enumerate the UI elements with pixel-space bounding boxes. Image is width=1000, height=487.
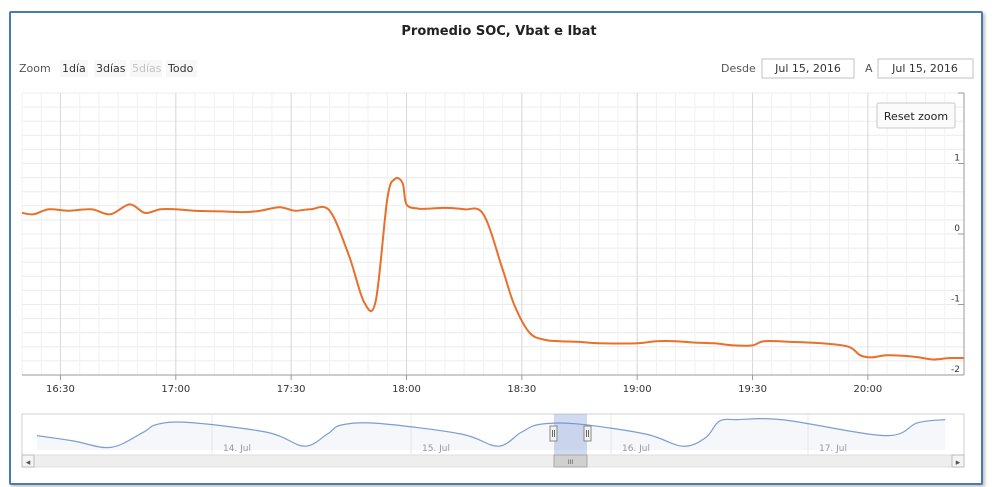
zoom-button-5dias: 5días [130,60,162,77]
zoom-button-1dia[interactable]: 1día [60,60,88,77]
y-tick-label: 0 [954,224,960,234]
chart-svg: Promedio SOC, Vbat e Ibat Zoom 1día 3día… [19,24,974,468]
zoom-button-3dias[interactable]: 3días [94,60,126,77]
x-tick-label: 18:30 [507,384,536,395]
scrollbar-track[interactable] [21,454,965,468]
x-axis: 16:30 17:00 17:30 18:00 18:30 19:00 19:30 20:00 [22,374,964,395]
to-date-input[interactable]: Jul 15, 2016 [877,58,974,79]
scrollbar[interactable]: ◂ III ▸ [21,454,965,468]
from-date-input[interactable]: Jul 15, 2016 [761,58,855,79]
from-label: Desde [721,62,756,75]
zoom-button-todo[interactable]: Todo [166,60,197,77]
navigator-label: 14. Jul [223,444,251,454]
chart-frame: Promedio SOC, Vbat e Ibat Zoom 1día 3día… [9,11,983,485]
x-tick-label: 19:00 [623,384,652,395]
series-group [21,176,965,361]
svg-text:3días: 3días [96,62,126,75]
series-line-0 [21,176,965,361]
navigator-background [21,413,965,456]
minor-grid [21,92,965,376]
scrollbar-thumb[interactable]: III [553,454,588,468]
x-tick-label: 17:30 [277,384,306,395]
svg-text:Jul 15, 2016: Jul 15, 2016 [774,62,841,75]
y-tick-label: -1 [951,295,960,305]
navigator-selected-range[interactable] [554,414,587,455]
x-tick-label: 17:00 [161,384,190,395]
major-grid [59,93,869,375]
svg-text:◂: ◂ [26,458,31,468]
scrollbar-left-button[interactable]: ◂ [21,454,35,468]
navigator-label: 15. Jul [422,444,450,454]
navigator: 14. Jul 15. Jul 16. Jul 17. Jul [21,413,965,456]
x-tick-label: 20:00 [853,384,882,395]
svg-text:5días: 5días [132,62,162,75]
y-tick-label: -2 [951,365,960,375]
navigator-labels: 14. Jul 15. Jul 16. Jul 17. Jul [211,414,847,455]
y-axis: 1 0 -1 -2 [951,92,965,376]
navigator-right-handle[interactable] [583,425,592,442]
chart-title: Promedio SOC, Vbat e Ibat [401,24,596,39]
reset-zoom-button[interactable]: Reset zoom [876,102,956,129]
navigator-label: 16. Jul [622,444,650,454]
zoom-label: Zoom [19,62,51,75]
navigator-label: 17. Jul [819,444,847,454]
navigator-line [36,418,946,449]
svg-text:1día: 1día [62,62,86,75]
svg-text:III: III [568,459,574,466]
svg-text:Jul 15, 2016: Jul 15, 2016 [891,62,958,75]
svg-text:▸: ▸ [956,458,961,468]
x-tick-label: 19:30 [738,384,767,395]
x-tick-label: 16:30 [46,384,75,395]
navigator-left-handle[interactable] [549,425,558,442]
navigator-area [37,418,946,450]
to-label: A [865,62,873,75]
x-tick-label: 18:00 [392,384,421,395]
svg-text:Reset zoom: Reset zoom [884,110,948,123]
scrollbar-right-button[interactable]: ▸ [951,454,965,468]
svg-text:Todo: Todo [167,62,194,75]
y-tick-label: 1 [954,154,960,164]
